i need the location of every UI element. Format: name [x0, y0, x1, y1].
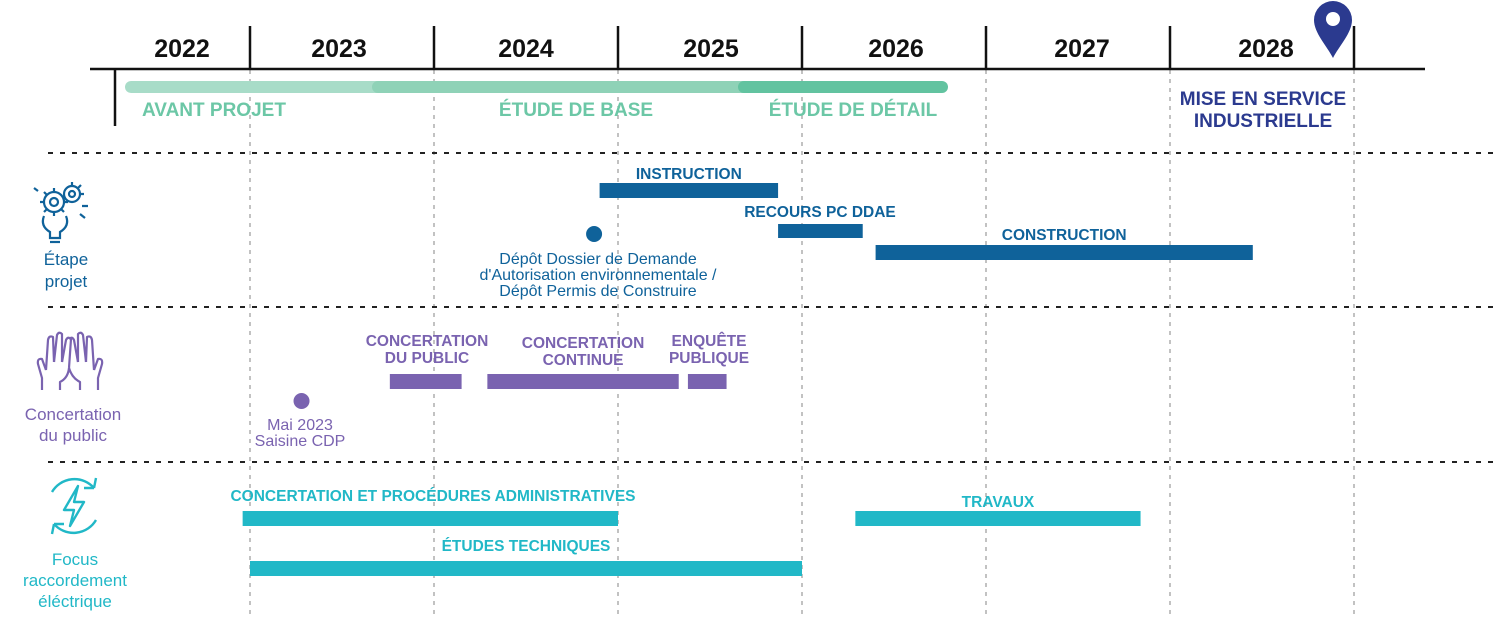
- bar-recours-pc-ddae: [778, 224, 863, 238]
- event-dot-saisine-cdp: [293, 393, 310, 409]
- row-label-line2: du public: [39, 426, 108, 445]
- row-separators: [48, 152, 1500, 463]
- bar-concertation-continue: [487, 374, 679, 389]
- bar-label-etudes-techniques: ÉTUDES TECHNIQUES: [442, 538, 611, 555]
- event-text-line3: Dépôt Permis de Construire: [499, 283, 697, 300]
- row-label-line2: raccordement: [23, 571, 127, 590]
- bar-construction: [875, 245, 1253, 260]
- bar-label-enquete-publique-line2: PUBLIQUE: [669, 350, 749, 367]
- row-label-line1: Concertation: [25, 405, 121, 424]
- event-text-line1: Mai 2023: [267, 417, 333, 434]
- bar-label-enquete-publique-line1: ENQUÊTE: [672, 332, 747, 350]
- electric-bolt-icon: [50, 477, 98, 535]
- row-concertation-du-public: Concertation du public CONCERTATION DU P…: [25, 331, 749, 450]
- bar-label-concertation-continue-line1: CONCERTATION: [522, 335, 645, 352]
- bar-label-travaux: TRAVAUX: [962, 494, 1035, 511]
- bar-instruction: [599, 183, 779, 198]
- bar-label-instruction: INSTRUCTION: [636, 166, 742, 183]
- year-label-2027: 2027: [1054, 35, 1110, 63]
- bar-label-concertation-et-procedures: CONCERTATION ET PROCÉDURES ADMINISTRATIV…: [230, 488, 635, 505]
- event-text-line2: d'Autorisation environnementale /: [480, 267, 718, 284]
- year-label-2024: 2024: [498, 35, 554, 63]
- year-label-2028: 2028: [1238, 35, 1294, 63]
- phase-label-etude-de-detail: ÉTUDE DE DÉTAIL: [769, 99, 938, 121]
- row-label-line1: Focus: [52, 550, 98, 569]
- milestone-mise-en-service: MISE EN SERVICE INDUSTRIELLE: [1180, 1, 1352, 132]
- phase-bars: AVANT PROJET ÉTUDE DE BASE ÉTUDE DE DÉTA…: [125, 81, 948, 121]
- row-label-line2: projet: [45, 272, 88, 291]
- year-label-2022: 2022: [154, 35, 210, 63]
- bar-enquete-publique: [687, 374, 727, 389]
- event-dot-depot-dossier: [586, 226, 603, 242]
- row-etape-projet: Étape projet INSTRUCTION RECOURS PC DDAE…: [33, 166, 1253, 300]
- row-focus-raccordement: Focus raccordement éléctrique CONCERTATI…: [23, 477, 1141, 611]
- phase-label-etude-de-base: ÉTUDE DE BASE: [499, 99, 653, 121]
- event-text-line1: Dépôt Dossier de Demande: [499, 251, 697, 268]
- bar-label-concertation-du-public-line2: DU PUBLIC: [385, 350, 469, 367]
- bar-label-construction: CONSTRUCTION: [1002, 227, 1127, 244]
- bar-concertation-du-public: [389, 374, 462, 389]
- bar-travaux: [855, 511, 1141, 526]
- year-label-2026: 2026: [868, 35, 924, 63]
- year-label-2025: 2025: [683, 35, 739, 63]
- row-label-line1: Étape: [44, 250, 88, 269]
- row-label-line3: éléctrique: [38, 592, 112, 611]
- phase-bar-etude-de-detail: [738, 81, 948, 93]
- phase-label-avant-projet: AVANT PROJET: [142, 100, 286, 121]
- milestone-label-line1: MISE EN SERVICE: [1180, 89, 1346, 110]
- milestone-label-line2: INDUSTRIELLE: [1194, 111, 1332, 132]
- event-text-line2: Saisine CDP: [255, 433, 346, 450]
- year-axis: 2022 2023 2024 2025 2026 2027 2028: [90, 26, 1425, 126]
- bar-label-concertation-continue-line2: CONTINUE: [543, 352, 624, 369]
- bar-label-concertation-du-public-line1: CONCERTATION: [366, 333, 489, 350]
- year-label-2023: 2023: [311, 35, 367, 63]
- bar-etudes-techniques: [250, 561, 802, 576]
- gears-lightbulb-icon: [33, 182, 88, 244]
- location-pin-icon: [1314, 1, 1352, 58]
- bar-label-recours-pc-ddae: RECOURS PC DDAE: [744, 204, 896, 221]
- year-gridlines: [249, 70, 1355, 618]
- raised-hands-icon: [36, 331, 104, 390]
- bar-concertation-et-procedures: [242, 511, 618, 526]
